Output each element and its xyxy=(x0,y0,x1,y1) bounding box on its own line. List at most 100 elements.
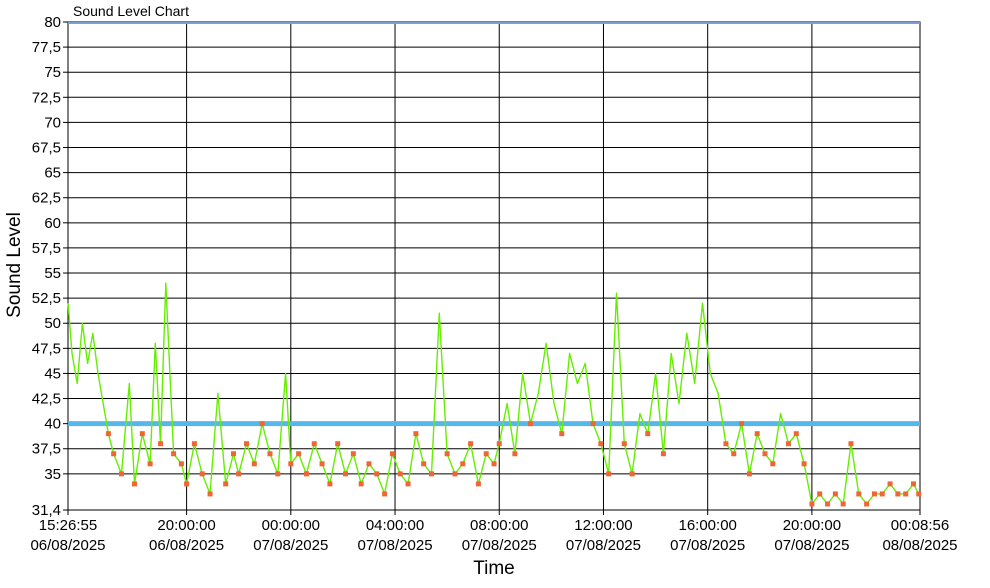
data-point xyxy=(327,481,333,487)
y-tick-label: 31,4 xyxy=(32,502,61,519)
data-point xyxy=(801,461,807,467)
data-point xyxy=(887,481,893,487)
x-tick-time: 20:00:00 xyxy=(783,517,841,534)
data-point xyxy=(590,421,596,427)
data-point xyxy=(785,441,791,447)
data-point xyxy=(343,471,349,477)
data-point xyxy=(444,451,450,457)
data-point xyxy=(311,441,317,447)
data-point xyxy=(303,471,309,477)
x-tick-time: 12:00:00 xyxy=(574,517,632,534)
data-point xyxy=(629,471,635,477)
data-point xyxy=(762,451,768,457)
marker-layer xyxy=(105,421,922,507)
data-point xyxy=(184,481,190,487)
data-point xyxy=(770,461,776,467)
y-tick-label: 80 xyxy=(44,14,61,31)
x-tick-date: 07/08/2025 xyxy=(670,537,745,554)
data-point xyxy=(871,491,877,497)
x-tick-date: 07/08/2025 xyxy=(566,537,641,554)
x-tick-date: 07/08/2025 xyxy=(253,537,328,554)
data-point xyxy=(275,471,281,477)
data-point xyxy=(864,501,870,507)
data-point xyxy=(296,451,302,457)
data-point xyxy=(468,441,474,447)
data-point xyxy=(158,441,164,447)
x-axis-title: Time xyxy=(473,558,515,579)
data-point xyxy=(389,451,395,457)
x-tick-date: 06/08/2025 xyxy=(30,537,105,554)
data-point xyxy=(660,451,666,457)
data-point xyxy=(319,461,325,467)
data-point xyxy=(879,491,885,497)
data-point xyxy=(746,471,752,477)
data-point xyxy=(382,491,388,497)
y-tick-label: 57,5 xyxy=(32,240,61,257)
x-tick-time: 00:00:00 xyxy=(262,517,320,534)
y-tick-label: 75 xyxy=(44,64,61,81)
data-point xyxy=(825,501,831,507)
x-tick-date: 07/08/2025 xyxy=(357,537,432,554)
data-point xyxy=(460,461,466,467)
data-point xyxy=(606,471,612,477)
data-point xyxy=(251,461,257,467)
data-point xyxy=(832,491,838,497)
plot-area xyxy=(67,21,921,511)
data-point xyxy=(793,431,799,437)
data-point xyxy=(483,451,489,457)
y-tick-label: 40 xyxy=(44,416,61,433)
data-point xyxy=(856,491,862,497)
data-point xyxy=(397,471,403,477)
data-point xyxy=(259,421,265,427)
chart-title: Sound Level Chart xyxy=(73,3,189,19)
grid-lines xyxy=(63,21,921,515)
data-point xyxy=(496,441,502,447)
y-tick-label: 37,5 xyxy=(32,441,61,458)
data-point xyxy=(817,491,823,497)
x-tick-time: 15:26:55 xyxy=(39,517,97,534)
data-point xyxy=(621,441,627,447)
data-point xyxy=(911,481,917,487)
data-point xyxy=(429,471,435,477)
data-point xyxy=(421,461,427,467)
data-point xyxy=(350,451,356,457)
data-point xyxy=(178,461,184,467)
x-tick-time: 20:00:00 xyxy=(157,517,215,534)
y-tick-label: 67,5 xyxy=(32,140,61,157)
data-point xyxy=(895,491,901,497)
data-point xyxy=(267,451,273,457)
data-point xyxy=(147,461,153,467)
data-point xyxy=(413,431,419,437)
x-tick-time: 08:00:00 xyxy=(470,517,528,534)
data-point xyxy=(335,441,341,447)
y-tick-label: 65 xyxy=(44,165,61,182)
y-tick-label: 35 xyxy=(44,466,61,483)
data-point xyxy=(118,471,124,477)
data-point xyxy=(131,481,137,487)
data-point xyxy=(374,471,380,477)
data-point xyxy=(512,451,518,457)
x-tick-time: 16:00:00 xyxy=(678,517,736,534)
y-tick-label: 45 xyxy=(44,365,61,382)
data-point xyxy=(207,491,213,497)
data-point xyxy=(199,471,205,477)
data-point xyxy=(139,431,145,437)
data-point xyxy=(916,491,922,497)
y-tick-label: 55 xyxy=(44,265,61,282)
data-point xyxy=(230,451,236,457)
y-tick-label: 42,5 xyxy=(32,391,61,408)
data-point xyxy=(244,441,250,447)
data-point xyxy=(405,481,411,487)
x-tick-time: 00:08:56 xyxy=(891,517,949,534)
y-tick-label: 60 xyxy=(44,215,61,232)
y-tick-label: 62,5 xyxy=(32,190,61,207)
x-tick-time: 04:00:00 xyxy=(366,517,424,534)
data-point xyxy=(366,461,372,467)
x-tick-date: 06/08/2025 xyxy=(149,537,224,554)
data-point xyxy=(288,461,294,467)
data-point xyxy=(475,481,481,487)
y-tick-labels: 31,4 35 37,5 40 42,5 45 47,5 50 52,5 55 57,5 60 62,5… xyxy=(32,14,61,519)
x-tick-date: 08/08/2025 xyxy=(882,537,957,554)
data-point xyxy=(731,451,737,457)
